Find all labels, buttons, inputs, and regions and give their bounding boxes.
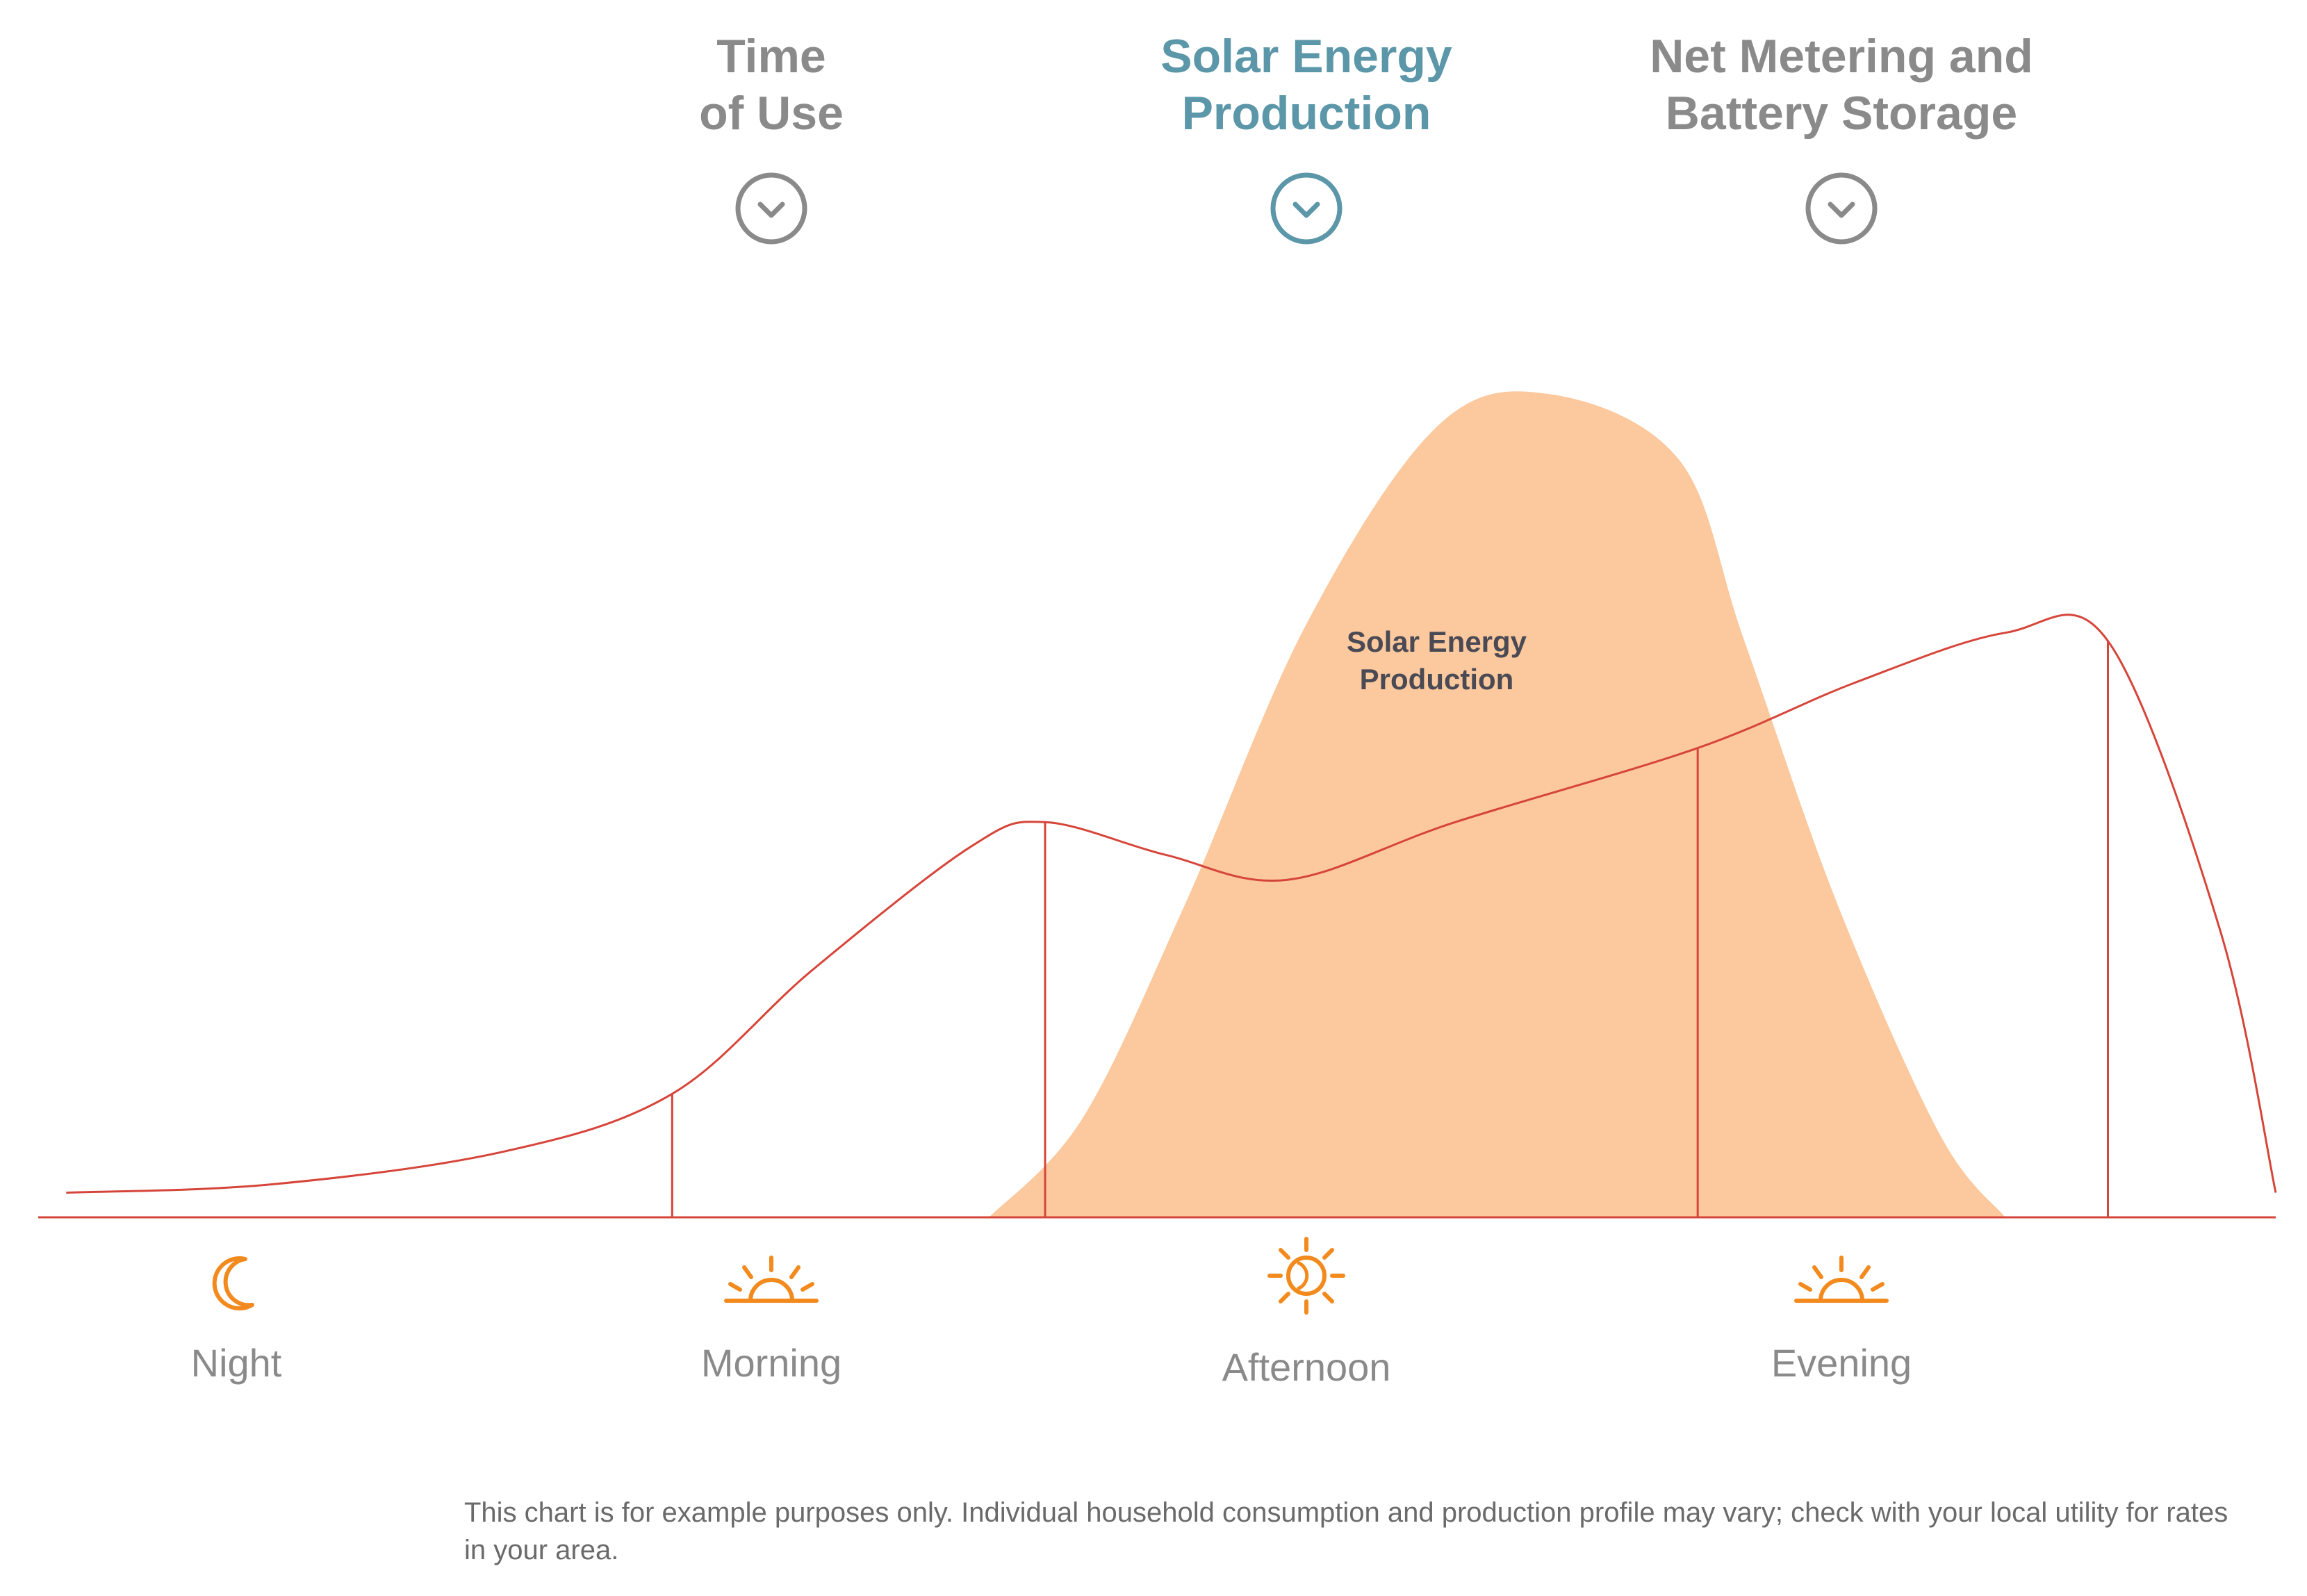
- solar-area-label: Solar Energy Production: [1347, 625, 1527, 696]
- sun-icon: [1267, 1237, 1345, 1315]
- chevron-down-icon[interactable]: [1804, 171, 1879, 246]
- consumption-line: [66, 614, 2277, 1194]
- sunrise-icon: [724, 1256, 819, 1303]
- tab-label: Net Metering and Battery Storage: [1650, 30, 2033, 140]
- solar-production-area: [989, 391, 2005, 1218]
- period-afternoon: Afternoon: [1133, 1237, 1480, 1390]
- period-label: Night: [190, 1341, 282, 1385]
- period-night: Night: [63, 1244, 410, 1385]
- tab-net-metering-battery-storage[interactable]: Net Metering and Battery Storage: [1563, 28, 2119, 246]
- period-label: Evening: [1771, 1341, 1912, 1385]
- tab-label: Solar Energy Production: [1160, 30, 1452, 140]
- tab-solar-energy-production[interactable]: Solar Energy Production: [1028, 28, 1584, 246]
- tab-label: Time of Use: [699, 30, 844, 140]
- sunset-icon: [1794, 1256, 1889, 1303]
- period-label: Afternoon: [1222, 1345, 1391, 1389]
- solar-area-label-line: Solar Energy: [1347, 625, 1527, 658]
- tab-time-of-use[interactable]: Time of Use: [493, 28, 1049, 246]
- chevron-down-icon[interactable]: [1269, 171, 1344, 246]
- moon-icon: [212, 1256, 254, 1311]
- chevron-down-icon[interactable]: [734, 171, 809, 246]
- solar-area-label-line: Production: [1360, 663, 1514, 696]
- period-evening: Evening: [1668, 1244, 2015, 1385]
- period-morning: Morning: [598, 1244, 945, 1385]
- period-label: Morning: [700, 1341, 842, 1385]
- disclaimer-text: This chart is for example purposes only.…: [464, 1497, 2228, 1565]
